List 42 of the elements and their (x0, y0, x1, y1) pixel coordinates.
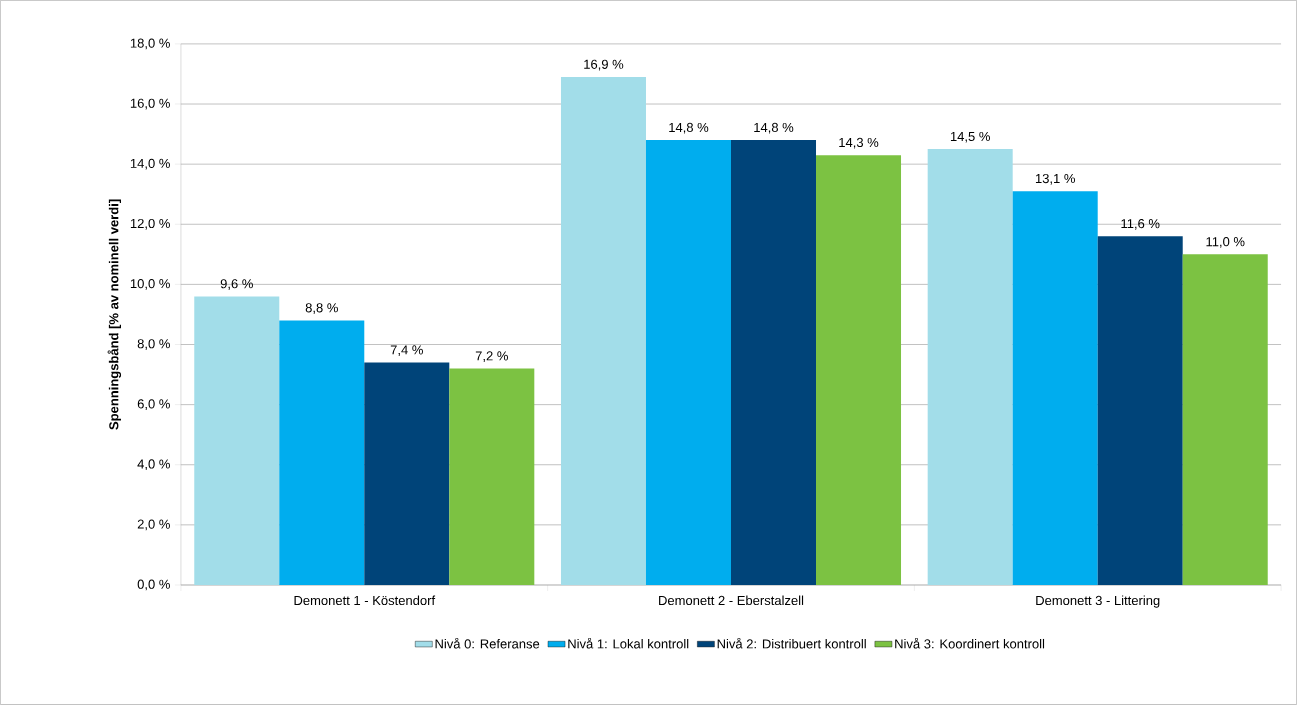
bar (1182, 254, 1268, 586)
bar (1012, 191, 1098, 586)
legend-label: Nivå 0: Referanse (435, 637, 540, 649)
data-label: 7,4 % (390, 345, 423, 357)
y-tick-label: 2,0 % (137, 519, 170, 531)
legend-label: Nivå 3: Koordinert kontroll (895, 637, 1045, 649)
y-tick-label: 18,0 % (130, 38, 170, 50)
legend-label: Nivå 2: Distribuert kontroll (717, 637, 866, 649)
data-label: 14,8 % (754, 122, 794, 134)
y-axis-title: Spenningsbånd [% av nominell verdi] (107, 199, 122, 430)
bar (194, 296, 280, 586)
y-tick-label: 10,0 % (130, 279, 170, 290)
bar (560, 77, 646, 586)
data-label: 9,6 % (220, 279, 253, 290)
bar (645, 140, 731, 586)
bar (1097, 236, 1183, 586)
data-label: 14,3 % (839, 137, 879, 149)
x-tick-label: Demonett 3 - Littering (1036, 595, 1160, 608)
bar (279, 320, 365, 586)
data-label: 8,8 % (305, 303, 338, 314)
y-tick-label: 16,0 % (130, 98, 170, 110)
bar (731, 140, 817, 586)
y-tick-label: 0,0 % (137, 579, 170, 591)
data-label: 7,2 % (475, 351, 508, 363)
y-tick-label: 12,0 % (130, 218, 170, 230)
data-label: 11,6 % (1121, 219, 1160, 230)
bar (927, 149, 1013, 586)
y-tick-label: 14,0 % (130, 158, 170, 170)
data-label: 13,1 % (1035, 173, 1075, 185)
y-tick-label: 6,0 % (137, 399, 170, 411)
data-label: 14,5 % (950, 131, 990, 143)
data-label: 11,0 % (1206, 237, 1245, 248)
x-tick-label: Demonett 1 - Köstendorf (294, 595, 436, 606)
legend-label: Nivå 1: Lokal kontroll (568, 637, 689, 649)
x-tick-label: Demonett 2 - Eberstalzell (659, 595, 804, 606)
data-label: 14,8 % (669, 122, 709, 134)
y-tick-label: 8,0 % (137, 339, 170, 350)
bar (364, 362, 450, 586)
data-label: 16,9 % (584, 59, 624, 71)
bar (449, 368, 535, 586)
y-tick-label: 4,0 % (137, 459, 170, 471)
bar (816, 155, 902, 586)
